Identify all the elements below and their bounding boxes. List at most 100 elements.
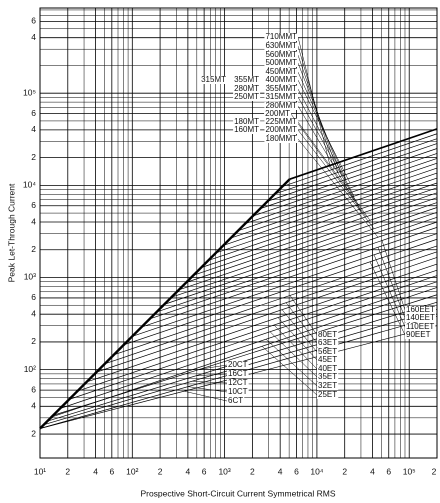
curve-label: 180MMT xyxy=(265,134,297,143)
y-tick-label: 10⁵ xyxy=(23,87,36,97)
y-tick-label: 4 xyxy=(31,124,36,134)
leader-line xyxy=(373,254,406,328)
leader-line xyxy=(297,62,343,176)
leader-line xyxy=(297,88,355,197)
fuse-curve xyxy=(193,192,438,276)
curve-label: 200MT xyxy=(265,109,290,118)
curve-label: 90EET xyxy=(406,330,431,339)
curve-label: 180MT xyxy=(234,117,259,126)
x-tick-label: 4 xyxy=(93,466,98,476)
fuse-curve xyxy=(69,275,438,400)
curve-label: 355MMT xyxy=(265,84,297,93)
y-tick-label: 6 xyxy=(31,200,36,210)
label-bg xyxy=(227,370,249,378)
label-bg xyxy=(200,76,228,84)
curve-label: 12CT xyxy=(228,378,248,387)
x-tick-label: 4 xyxy=(278,466,283,476)
x-tick-label: 10¹ xyxy=(34,466,46,476)
label-bg xyxy=(264,118,299,126)
label-bg xyxy=(233,76,261,84)
fuse-curve xyxy=(178,202,438,291)
curve-label: 40ET xyxy=(318,364,337,373)
label-bg xyxy=(233,93,261,101)
fuse-curve xyxy=(164,211,438,305)
curve-label: 160MT xyxy=(234,125,259,134)
label-bg xyxy=(233,85,261,93)
x-tick-label: 2 xyxy=(342,466,347,476)
fuse-curve xyxy=(171,207,438,298)
y-tick-label: 10⁴ xyxy=(23,180,36,190)
label-bg xyxy=(264,59,299,67)
leader-line xyxy=(297,129,375,229)
curve-label: 35ET xyxy=(318,372,337,381)
y-tick-label: 4 xyxy=(31,308,36,318)
leader-line xyxy=(377,247,406,319)
y-tick-label: 6 xyxy=(31,16,36,26)
label-bg xyxy=(264,85,299,93)
x-tick-label: 10⁴ xyxy=(310,466,323,476)
y-tick-label: 6 xyxy=(31,292,36,302)
label-bg xyxy=(317,356,339,364)
label-bg xyxy=(317,348,339,356)
curve-label: 160EET xyxy=(406,305,435,314)
curve-label: 225MMT xyxy=(265,117,297,126)
fuse-curve xyxy=(77,269,438,392)
y-tick-label: 6 xyxy=(31,108,36,118)
leader-line xyxy=(261,346,318,396)
curve-label: 80ET xyxy=(318,330,337,339)
label-bg xyxy=(317,331,339,339)
fuse-curve xyxy=(237,162,438,232)
x-tick-label: 2 xyxy=(65,466,70,476)
label-bg xyxy=(233,126,261,134)
curve-label: 280MMT xyxy=(265,101,297,110)
leader-line xyxy=(187,386,228,393)
fuse-curve xyxy=(132,233,438,337)
curve-label: 32ET xyxy=(318,381,337,390)
fuse-curve xyxy=(223,172,438,246)
label-bg xyxy=(227,379,249,387)
y-tick-label: 2 xyxy=(31,428,36,438)
leader-line xyxy=(297,79,351,184)
curve-label: 200MMT xyxy=(265,125,297,134)
label-bg xyxy=(264,51,299,59)
fuse-curve xyxy=(215,177,438,254)
curve-label: 20CT xyxy=(228,360,248,369)
leader-line xyxy=(199,364,228,370)
curve-label: 500MMT xyxy=(265,58,297,67)
y-tick-label: 4 xyxy=(31,401,36,411)
curve-label: 140EET xyxy=(406,313,435,322)
leader-line xyxy=(265,339,318,387)
label-bg xyxy=(227,361,249,369)
label-bg xyxy=(317,365,339,373)
curve-label: 16CT xyxy=(228,369,248,378)
fuse-curve xyxy=(53,294,438,416)
y-tick-label: 6 xyxy=(31,384,36,394)
x-tick-label: 6 xyxy=(202,466,207,476)
label-bg xyxy=(264,68,299,76)
label-bg xyxy=(405,314,437,322)
fuse-curve xyxy=(149,221,438,320)
y-tick-label: 10² xyxy=(24,364,36,374)
fuse-curve xyxy=(86,263,438,383)
label-bg xyxy=(264,102,299,110)
label-bg xyxy=(264,126,299,134)
leader-line xyxy=(297,121,371,221)
curve-label: 315MT xyxy=(201,75,226,84)
fuse-curve xyxy=(104,251,438,365)
curve-label: 56ET xyxy=(318,347,337,356)
fuse-curve xyxy=(123,238,438,346)
x-tick-label: 10³ xyxy=(218,466,230,476)
y-tick-label: 10³ xyxy=(24,272,36,282)
label-bg xyxy=(405,331,432,339)
curve-label: 400MMT xyxy=(265,75,297,84)
x-tick-label: 2 xyxy=(250,466,255,476)
y-tick-label: 4 xyxy=(31,216,36,226)
y-tick-label: 4 xyxy=(31,32,36,42)
x-tick-label: 2 xyxy=(432,466,437,476)
fuse-curve xyxy=(186,197,438,283)
label-bg xyxy=(317,391,339,399)
leader-line xyxy=(381,240,406,311)
fuse-curve xyxy=(156,216,438,313)
fuse-curve xyxy=(282,133,438,187)
leader-line xyxy=(297,138,379,238)
